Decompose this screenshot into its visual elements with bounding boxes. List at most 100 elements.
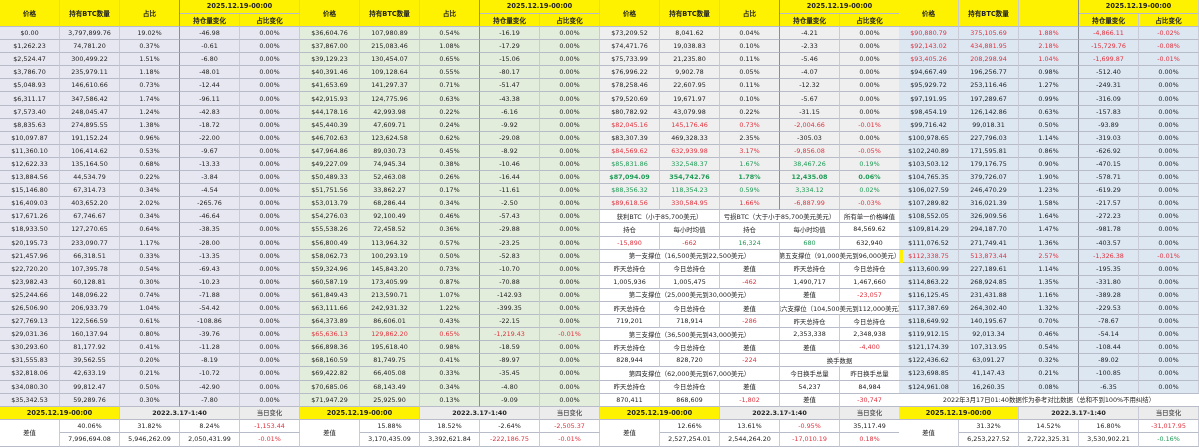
- table-cell[interactable]: 0.00%: [1139, 367, 1199, 381]
- table-cell[interactable]: -12.32: [780, 79, 840, 93]
- table-cell[interactable]: 0.86%: [1019, 144, 1079, 158]
- table-cell[interactable]: $85,831.86: [600, 157, 660, 172]
- table-cell[interactable]: 0.00%: [240, 393, 300, 407]
- table-cell[interactable]: 197,289.67: [959, 92, 1019, 106]
- table-cell[interactable]: 81,177.92: [60, 341, 120, 355]
- table-cell[interactable]: 0.17%: [420, 184, 480, 198]
- table-cell[interactable]: $119,912.15: [899, 328, 959, 342]
- table-cell[interactable]: -10.70: [480, 262, 540, 276]
- summary-cell[interactable]: 632,940: [840, 236, 900, 250]
- header-price[interactable]: 价格: [899, 0, 959, 27]
- table-cell[interactable]: 0.11%: [720, 53, 780, 67]
- table-cell[interactable]: -2,004.66: [780, 118, 840, 132]
- table-cell[interactable]: 2.57%: [1019, 249, 1079, 263]
- table-cell[interactable]: 0.00%: [540, 223, 600, 237]
- summary-cell[interactable]: 680: [780, 236, 840, 250]
- table-cell[interactable]: -100.85: [1079, 367, 1139, 381]
- table-cell[interactable]: 0.00%: [1139, 288, 1199, 302]
- table-cell[interactable]: $16,409.03: [0, 197, 60, 211]
- table-cell[interactable]: 0.73%: [420, 262, 480, 276]
- table-cell[interactable]: 0.32%: [1019, 354, 1079, 368]
- table-cell[interactable]: 469,328.33: [660, 131, 720, 145]
- table-cell[interactable]: 0.98%: [420, 341, 480, 355]
- table-cell[interactable]: -43.38: [480, 92, 540, 106]
- footer-value[interactable]: 7,996,694.08: [60, 433, 120, 447]
- table-cell[interactable]: $6,311.17: [0, 92, 60, 106]
- table-cell[interactable]: 0.00%: [1139, 118, 1199, 132]
- table-cell[interactable]: 0.00%: [1139, 105, 1199, 119]
- table-cell[interactable]: 0.54%: [420, 27, 480, 41]
- table-cell[interactable]: 300,499.22: [60, 53, 120, 67]
- table-cell[interactable]: $44,178.16: [300, 105, 360, 119]
- summary-cell[interactable]: 718,914: [660, 315, 720, 329]
- table-cell[interactable]: 118,354.23: [660, 184, 720, 198]
- table-cell[interactable]: 0.00%: [240, 171, 300, 185]
- table-cell[interactable]: -142.93: [480, 288, 540, 302]
- table-cell[interactable]: $80,782.92: [600, 105, 660, 119]
- summary-cell[interactable]: 差值: [720, 301, 780, 316]
- footer-value[interactable]: 31.82%: [120, 420, 180, 434]
- table-cell[interactable]: 43,079.98: [660, 105, 720, 119]
- footer-value[interactable]: 5,946,262.09: [120, 433, 180, 447]
- table-cell[interactable]: 0.30%: [120, 275, 180, 289]
- summary-cell[interactable]: -224: [720, 354, 780, 368]
- table-cell[interactable]: 0.26%: [420, 171, 480, 185]
- table-cell[interactable]: 0.02%: [840, 184, 900, 198]
- table-cell[interactable]: $22,720.20: [0, 262, 60, 276]
- table-cell[interactable]: 2.35%: [720, 131, 780, 145]
- table-cell[interactable]: $49,227.09: [300, 157, 360, 172]
- table-cell[interactable]: -0.01%: [540, 328, 600, 342]
- table-cell[interactable]: 0.00%: [1139, 236, 1199, 250]
- table-cell[interactable]: -10.46: [480, 157, 540, 172]
- table-cell[interactable]: 68,143.49: [360, 380, 420, 394]
- table-cell[interactable]: -578.71: [1079, 171, 1139, 185]
- summary-cell[interactable]: 2,353,338: [780, 328, 840, 342]
- table-cell[interactable]: -22.15: [480, 315, 540, 329]
- header-percentage[interactable]: 占比: [120, 0, 180, 27]
- table-cell[interactable]: 0.06%: [840, 171, 900, 185]
- table-cell[interactable]: 0.00%: [1139, 301, 1199, 316]
- support-level-header[interactable]: 第一支撑位（16,500美元到22,500美元）: [600, 249, 780, 263]
- table-cell[interactable]: 1.08%: [420, 40, 480, 54]
- table-cell[interactable]: 0.65%: [420, 328, 480, 342]
- table-cell[interactable]: 0.00%: [840, 66, 900, 80]
- table-cell[interactable]: 233,090.77: [60, 236, 120, 250]
- table-cell[interactable]: 0.00%: [840, 53, 900, 67]
- table-cell[interactable]: 632,939.98: [660, 144, 720, 158]
- table-cell[interactable]: 242,931.32: [360, 301, 420, 316]
- table-cell[interactable]: 0.00%: [540, 275, 600, 289]
- table-cell[interactable]: $89,618.56: [600, 197, 660, 211]
- table-cell[interactable]: -52.83: [480, 249, 540, 263]
- table-cell[interactable]: 0.87%: [420, 275, 480, 289]
- table-cell[interactable]: 0.00%: [540, 354, 600, 368]
- table-cell[interactable]: $8,835.63: [0, 118, 60, 132]
- table-cell[interactable]: 0.00%: [240, 131, 300, 145]
- table-cell[interactable]: $29,031.36: [0, 328, 60, 342]
- header-percentage-change[interactable]: 占比变化: [540, 13, 600, 27]
- table-cell[interactable]: 0.61%: [120, 315, 180, 329]
- table-cell[interactable]: 316,021.39: [959, 197, 1019, 211]
- table-cell[interactable]: 38,467.26: [780, 157, 840, 172]
- table-cell[interactable]: 0.00%: [540, 367, 600, 381]
- table-cell[interactable]: -10.72: [180, 367, 240, 381]
- table-cell[interactable]: 0.34%: [420, 380, 480, 394]
- table-cell[interactable]: 0.41%: [420, 354, 480, 368]
- table-cell[interactable]: $113,600.99: [899, 262, 959, 276]
- table-cell[interactable]: -6.80: [180, 53, 240, 67]
- table-cell[interactable]: $97,191.95: [899, 92, 959, 106]
- table-cell[interactable]: -22.00: [180, 131, 240, 145]
- table-cell[interactable]: 0.63%: [1019, 105, 1079, 119]
- table-cell[interactable]: 330,584.95: [660, 197, 720, 211]
- table-cell[interactable]: 0.00%: [240, 315, 300, 329]
- table-cell[interactable]: 0.24%: [420, 118, 480, 132]
- table-cell[interactable]: 354,742.76: [660, 171, 720, 185]
- table-cell[interactable]: -1,219.43: [480, 328, 540, 342]
- table-cell[interactable]: $109,814.29: [899, 223, 959, 237]
- header-btc-quantity[interactable]: 持有BTC数量: [60, 0, 120, 27]
- table-cell[interactable]: $60,587.19: [300, 275, 360, 289]
- table-cell[interactable]: $98,454.19: [899, 105, 959, 119]
- footer-daily-change-label[interactable]: 当日变化: [240, 406, 300, 421]
- table-cell[interactable]: 0.00%: [1139, 171, 1199, 185]
- table-cell[interactable]: 0.00%: [540, 105, 600, 119]
- table-cell[interactable]: 0.11%: [720, 79, 780, 93]
